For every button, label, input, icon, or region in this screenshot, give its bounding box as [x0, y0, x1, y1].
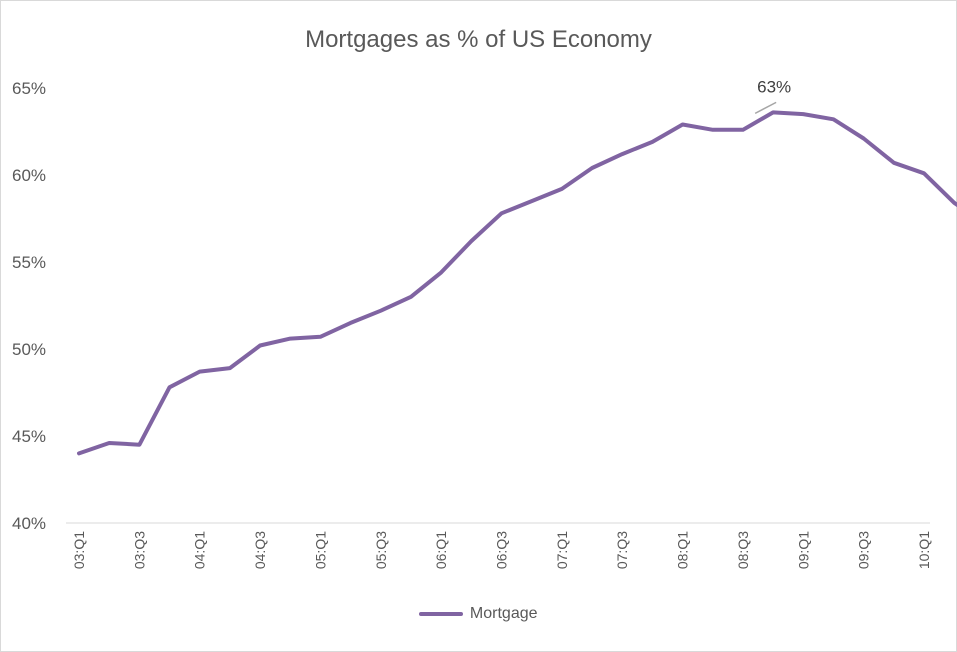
- x-tick-label: 06:Q3: [494, 531, 510, 569]
- legend: Mortgage: [0, 605, 957, 623]
- chart-title: Mortgages as % of US Economy: [305, 26, 652, 53]
- y-tick-label: 45%: [12, 427, 46, 446]
- x-tick-label: 04:Q1: [192, 531, 208, 569]
- series-line-mortgage: [77, 110, 957, 456]
- y-tick-label: 40%: [12, 514, 46, 533]
- x-tick-label: 03:Q1: [71, 531, 87, 569]
- x-tick-label: 03:Q3: [131, 531, 147, 569]
- x-tick-label: 09:Q1: [795, 531, 811, 569]
- data-label: 63%: [757, 77, 791, 96]
- data-label-leader: [754, 101, 777, 115]
- legend-label-mortgage: Mortgage: [469, 605, 538, 622]
- x-tick-label: 09:Q3: [856, 531, 872, 569]
- x-tick-label: 07:Q1: [554, 531, 570, 569]
- y-tick-label: 55%: [12, 253, 46, 272]
- x-tick-label: 10:Q1: [916, 531, 932, 569]
- x-tick-label: 07:Q3: [614, 531, 630, 569]
- x-tick-label: 04:Q3: [252, 531, 268, 569]
- x-tick-label: 08:Q1: [675, 531, 691, 569]
- y-tick-label: 50%: [12, 340, 46, 359]
- x-tick-label: 08:Q3: [735, 531, 751, 569]
- y-tick-label: 60%: [12, 166, 46, 185]
- x-tick-label: 05:Q1: [312, 531, 328, 569]
- legend-swatch-mortgage: [419, 612, 464, 616]
- y-tick-label: 65%: [12, 79, 46, 98]
- x-tick-label: 06:Q1: [433, 531, 449, 569]
- x-tick-label: 05:Q3: [373, 531, 389, 569]
